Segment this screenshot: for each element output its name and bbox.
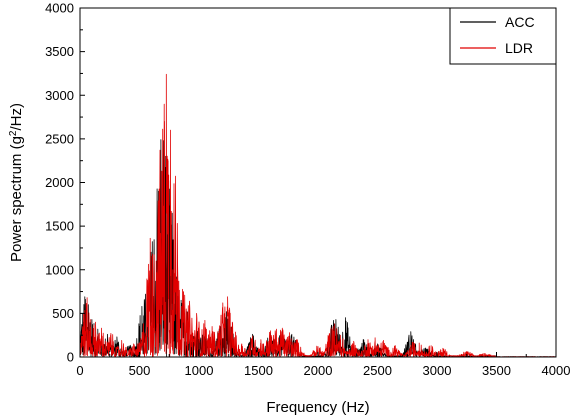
x-tick-label: 1500 bbox=[244, 363, 273, 378]
x-axis-title: Frequency (Hz) bbox=[266, 399, 369, 415]
x-tick-label: 3000 bbox=[423, 363, 452, 378]
y-axis-title-superscript: 2 bbox=[8, 130, 19, 136]
series-ldr-line bbox=[79, 73, 557, 358]
ticks-layer: 0 500 1000 1500 2000 2500 3000 3500 4000 0 500 1000… bbox=[45, 1, 570, 379]
y-tick-label: 4000 bbox=[45, 1, 74, 16]
y-tick-label: 3500 bbox=[45, 44, 74, 59]
y-axis-title-suffix: /Hz) bbox=[8, 103, 25, 131]
y-tick-label: 2500 bbox=[45, 131, 74, 146]
y-axis-title: Power spectrum (g2/Hz) bbox=[8, 103, 26, 262]
y-tick-label: 1500 bbox=[45, 219, 74, 234]
x-tick-label: 2500 bbox=[363, 363, 392, 378]
x-tick-label: 3500 bbox=[482, 363, 511, 378]
x-tick-label: 2000 bbox=[304, 363, 333, 378]
y-axis-title-prefix: Power spectrum (g bbox=[8, 136, 25, 262]
y-tick-label: 1000 bbox=[45, 262, 74, 277]
y-tick-label: 0 bbox=[67, 350, 74, 365]
series-layer bbox=[79, 73, 557, 358]
y-tick-label: 2000 bbox=[45, 175, 74, 190]
legend: ACC LDR bbox=[449, 7, 557, 65]
legend-label-ldr: LDR bbox=[505, 40, 533, 56]
x-tick-label: 4000 bbox=[542, 363, 571, 378]
x-tick-label: 500 bbox=[129, 363, 151, 378]
legend-label-acc: ACC bbox=[505, 14, 535, 30]
x-tick-label: 1000 bbox=[185, 363, 214, 378]
y-tick-label: 500 bbox=[52, 306, 74, 321]
y-tick-label: 3000 bbox=[45, 88, 74, 103]
x-tick-label: 0 bbox=[76, 363, 83, 378]
legend-box bbox=[449, 7, 557, 65]
